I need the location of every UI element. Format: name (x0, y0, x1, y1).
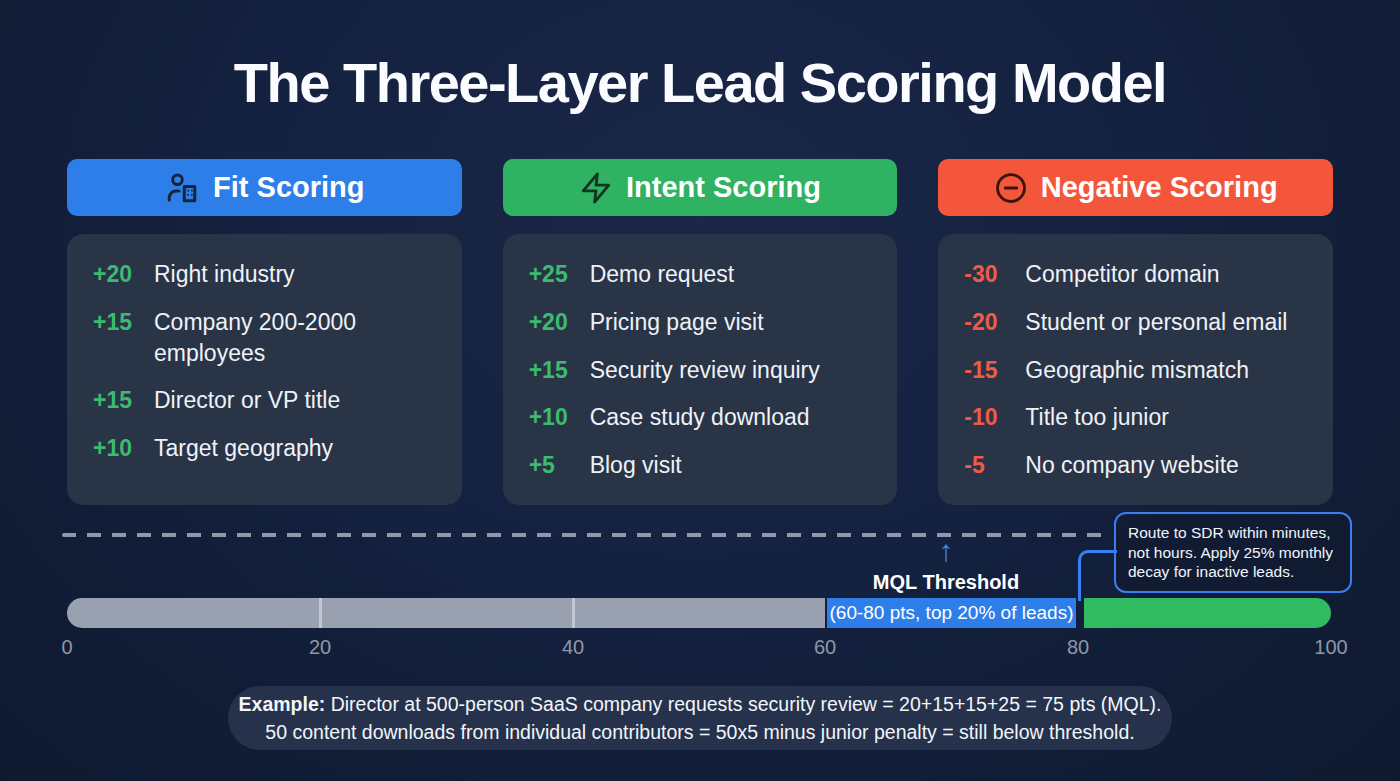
example-prefix: Example: (239, 693, 326, 715)
score-label: Case study download (590, 402, 872, 433)
page-title: The Three-Layer Lead Scoring Model (0, 0, 1400, 115)
list-item: -30 Competitor domain (964, 259, 1307, 290)
list-item: +20 Right industry (93, 259, 436, 290)
lead-scoring-infographic: The Three-Layer Lead Scoring Model Fit (0, 0, 1400, 781)
scale-segment-mql-band: (60-80 pts, top 20% of leads) (827, 598, 1076, 628)
score-value: +10 (93, 433, 154, 464)
example-line-2: 50 content downloads from individual con… (265, 718, 1134, 746)
score-value: -10 (964, 402, 1025, 433)
person-building-icon (164, 170, 200, 206)
score-value: +25 (529, 259, 590, 290)
score-label: Pricing page visit (590, 307, 872, 338)
routing-callout: Route to SDR within minutes, not hours. … (1114, 512, 1352, 593)
list-item: +5 Blog visit (529, 450, 872, 481)
list-item: -10 Title too junior (964, 402, 1307, 433)
score-label: Director or VP title (154, 385, 436, 416)
score-value: +20 (93, 259, 154, 290)
fit-scoring-header: Fit Scoring (67, 159, 462, 216)
tick-label-100: 100 (1314, 636, 1347, 659)
scale-segment-below-threshold (67, 598, 825, 628)
minus-circle-icon (994, 171, 1028, 205)
scoring-columns: Fit Scoring +20 Right industry +15 Compa… (67, 159, 1333, 505)
example-line-1: Example: Director at 500-person SaaS com… (239, 690, 1162, 718)
lightning-icon (579, 171, 613, 205)
score-label: Geographic mismatch (1025, 355, 1307, 386)
negative-scoring-panel: -30 Competitor domain -20 Student or per… (938, 234, 1333, 505)
score-value: +15 (529, 355, 590, 386)
score-label: No company website (1025, 450, 1307, 481)
tick-label-0: 0 (61, 636, 72, 659)
list-item: +25 Demo request (529, 259, 872, 290)
score-value: -20 (964, 307, 1025, 338)
list-item: +10 Target geography (93, 433, 436, 464)
score-value: +20 (529, 307, 590, 338)
intent-scoring-panel: +25 Demo request +20 Pricing page visit … (503, 234, 898, 505)
list-item: +15 Company 200-2000 employees (93, 307, 436, 369)
callout-connector-line (1078, 550, 1117, 601)
tick-label-20: 20 (309, 636, 331, 659)
scale-divider-20 (319, 598, 322, 628)
list-item: +20 Pricing page visit (529, 307, 872, 338)
fit-scoring-panel: +20 Right industry +15 Company 200-2000 … (67, 234, 462, 505)
example-box: Example: Director at 500-person SaaS com… (228, 686, 1172, 750)
intent-scoring-header-label: Intent Scoring (626, 171, 821, 204)
column-intent-scoring: Intent Scoring +25 Demo request +20 Pric… (503, 159, 898, 505)
score-value: -5 (964, 450, 1025, 481)
column-fit-scoring: Fit Scoring +20 Right industry +15 Compa… (67, 159, 462, 505)
negative-scoring-header: Negative Scoring (938, 159, 1333, 216)
score-value: +15 (93, 385, 154, 416)
tick-label-60: 60 (814, 636, 836, 659)
score-label: Competitor domain (1025, 259, 1307, 290)
score-label: Title too junior (1025, 402, 1307, 433)
column-negative-scoring: Negative Scoring -30 Competitor domain -… (938, 159, 1333, 505)
list-item: -15 Geographic mismatch (964, 355, 1307, 386)
intent-scoring-header: Intent Scoring (503, 159, 898, 216)
score-label: Blog visit (590, 450, 872, 481)
negative-scoring-header-label: Negative Scoring (1041, 171, 1278, 204)
score-label: Student or personal email (1025, 307, 1307, 338)
score-value: +5 (529, 450, 590, 481)
score-value: -30 (964, 259, 1025, 290)
tick-label-40: 40 (562, 636, 584, 659)
score-label: Company 200-2000 employees (154, 307, 436, 369)
score-value: +15 (93, 307, 154, 338)
score-value: -15 (964, 355, 1025, 386)
list-item: -5 No company website (964, 450, 1307, 481)
score-value: +10 (529, 402, 590, 433)
tick-label-80: 80 (1067, 636, 1089, 659)
example-line-1-text: Director at 500-person SaaS company requ… (325, 693, 1161, 715)
score-label: Right industry (154, 259, 436, 290)
score-label: Target geography (154, 433, 436, 464)
list-item: +15 Director or VP title (93, 385, 436, 416)
score-label: Security review inquiry (590, 355, 872, 386)
scale-segment-above-threshold (1084, 598, 1331, 628)
score-scale-bar: (60-80 pts, top 20% of leads) (67, 598, 1331, 628)
threshold-up-arrow-icon: ↑ (939, 536, 954, 566)
score-label: Demo request (590, 259, 872, 290)
list-item: -20 Student or personal email (964, 307, 1307, 338)
scale-tick-labels: 0 20 40 60 80 100 (67, 636, 1331, 660)
list-item: +10 Case study download (529, 402, 872, 433)
fit-scoring-header-label: Fit Scoring (213, 171, 364, 204)
list-item: +15 Security review inquiry (529, 355, 872, 386)
mql-threshold-label: MQL Threshold (873, 571, 1019, 594)
scale-divider-40 (572, 598, 575, 628)
